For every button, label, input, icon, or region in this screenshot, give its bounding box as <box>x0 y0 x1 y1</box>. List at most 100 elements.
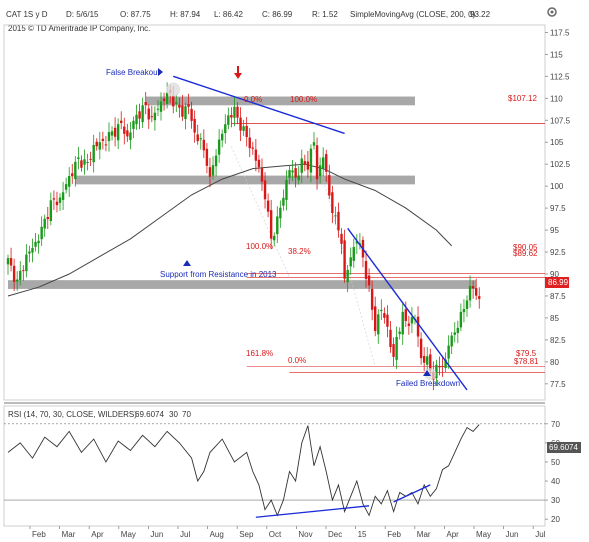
candle-body <box>471 286 475 289</box>
last-price-label: 86.99 <box>548 278 569 287</box>
candle-body <box>266 200 270 212</box>
time-tick-label: May <box>121 530 136 539</box>
date-label: D: 5/6/15 <box>66 10 99 19</box>
level-label-7881: $78.81 <box>514 357 539 366</box>
fib-label-0a: 0.0% <box>244 95 262 104</box>
candle-body <box>71 173 74 177</box>
time-tick-label: Sep <box>239 530 254 539</box>
candle-body <box>205 148 209 166</box>
candle-body <box>383 313 386 318</box>
false-breakout-label: False Breakout <box>106 68 161 77</box>
rsi-tick-label: 70 <box>551 420 560 429</box>
high-label: H: 87.94 <box>170 10 201 19</box>
candle-body <box>153 112 157 121</box>
candle-body <box>107 132 111 142</box>
candle-body <box>9 258 13 266</box>
close-label: C: 86.99 <box>262 10 293 19</box>
price-tick-label: 90 <box>550 270 559 279</box>
candle-body <box>150 116 154 118</box>
fib-label-100b: 100.0% <box>246 242 273 251</box>
candle-body <box>236 106 239 118</box>
price-tick-label: 85 <box>550 314 559 323</box>
candle-body <box>447 345 450 359</box>
candle-body <box>309 148 313 173</box>
candle-body <box>260 168 264 182</box>
candle-body <box>49 200 53 222</box>
candle-body <box>398 331 401 335</box>
candle-body <box>74 161 77 180</box>
time-tick-label: Apr <box>91 530 104 539</box>
candle-body <box>199 138 202 140</box>
candle-body <box>208 167 212 177</box>
candle-body <box>257 159 261 168</box>
price-tick-label: 110 <box>550 94 563 103</box>
time-tick-label: Nov <box>298 530 312 539</box>
candle-body <box>193 118 196 133</box>
candle-body <box>43 218 46 229</box>
candle-body <box>116 124 120 141</box>
rsi-tick-label: 50 <box>551 458 560 467</box>
rsi-line <box>7 424 480 517</box>
trendlines-layer <box>166 75 468 391</box>
rsi-tick-label: 20 <box>551 515 560 524</box>
candle-body <box>187 104 190 107</box>
candle-body <box>184 106 187 120</box>
candle-body <box>444 359 447 369</box>
copyright-text: 2015 © TD Ameritrade IP Company, Inc. <box>8 24 150 33</box>
fib-label-382: 38.2% <box>288 247 311 256</box>
candle-body <box>273 235 276 241</box>
candle-body <box>392 344 395 357</box>
zones-layer <box>8 96 477 289</box>
rsi-label[interactable]: RSI (14, 70, 30, CLOSE, WILDERS) <box>8 410 137 419</box>
price-tick-label: 87.5 <box>550 292 566 301</box>
candle-body <box>337 211 340 231</box>
candle-body <box>285 179 288 200</box>
failed-breakdown-label: Failed Breakdown <box>396 379 460 388</box>
candle-body <box>190 108 193 121</box>
candle-body <box>55 201 59 206</box>
price-tick-label: 95 <box>550 226 559 235</box>
candle-body <box>129 132 132 140</box>
symbol-label[interactable]: CAT 1S y D <box>6 10 48 19</box>
candle-body <box>404 309 407 321</box>
candles-layer <box>6 82 481 391</box>
fib-label-1618: 161.8% <box>246 349 273 358</box>
candle-body <box>386 314 389 327</box>
candle-body <box>123 126 126 134</box>
candle-body <box>156 108 160 110</box>
candle-body <box>28 251 31 254</box>
candle-body <box>104 144 108 146</box>
sma-label[interactable]: SimpleMovingAvg (CLOSE, 200, 0) <box>350 10 476 19</box>
time-axis: Feb Mar Apr May Jun Jul Aug Sep Oct Nov Dec 15 Feb Ma… <box>29 526 546 539</box>
candle-body <box>374 306 377 332</box>
price-tick-label: 82.5 <box>550 336 566 345</box>
candle-body <box>141 105 144 123</box>
level-label-795: $79.5 <box>516 349 537 358</box>
candle-body <box>312 142 316 146</box>
candle-body <box>416 316 420 337</box>
sma-layer <box>7 163 453 297</box>
time-tick-label: Mar <box>62 530 76 539</box>
price-tick-label: 112.5 <box>550 72 570 81</box>
candle-body <box>435 364 438 379</box>
candle-body <box>453 332 456 335</box>
candle-body <box>64 184 68 190</box>
candle-body <box>251 147 254 149</box>
candle-body <box>419 338 423 359</box>
false-breakout-trendline <box>173 75 345 135</box>
candle-body <box>175 102 178 104</box>
candle-body <box>456 327 460 333</box>
resistance-zone-1 <box>75 175 415 185</box>
fib-layer <box>231 123 545 373</box>
gear-icon[interactable] <box>547 7 557 17</box>
candle-body <box>221 133 224 141</box>
candle-body <box>31 248 34 253</box>
candle-body <box>334 215 337 217</box>
time-tick-label: Jul <box>180 530 190 539</box>
sma-value: 93.22 <box>470 10 491 19</box>
price-tick-label: 80 <box>550 358 559 367</box>
rsi-value-badge <box>547 442 581 453</box>
candle-body <box>279 207 282 219</box>
